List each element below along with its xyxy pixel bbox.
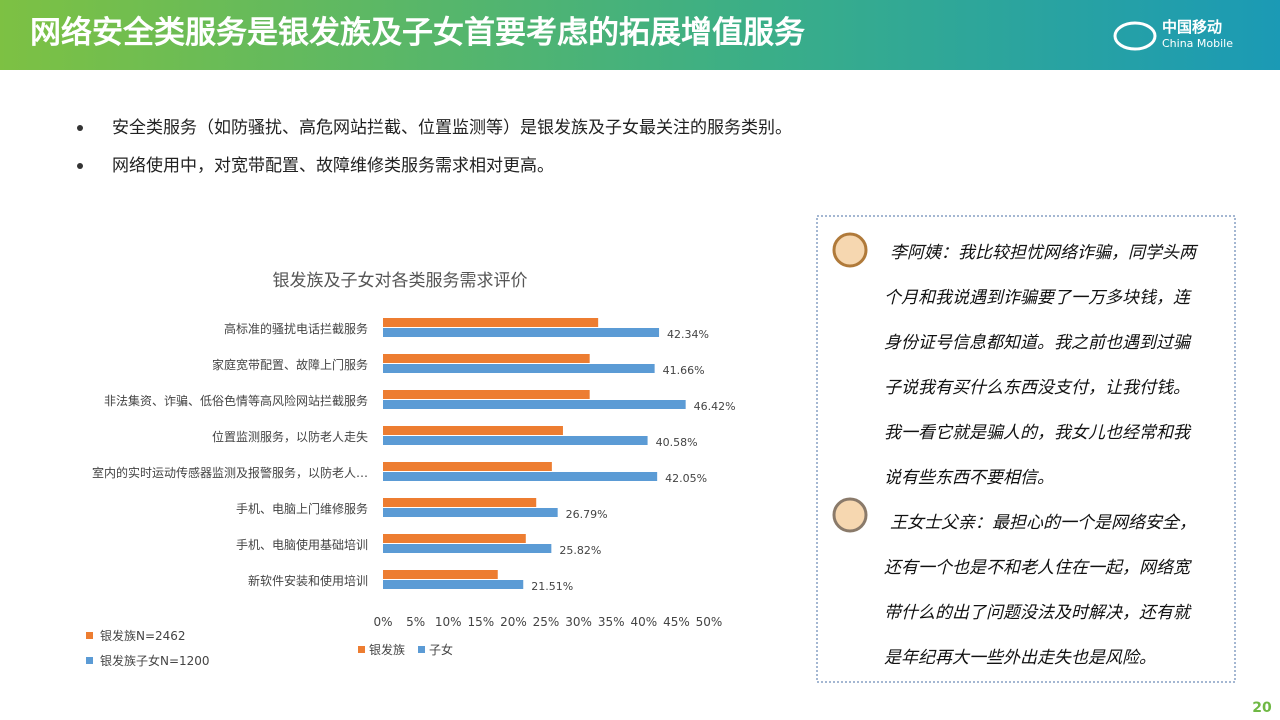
quote-line: 是年纪再大一些外出走失也是风险。 [884,648,1156,668]
bullet: 网络使用中，对宽带配置、故障维修类服务需求相对更高。 [112,155,554,176]
bullet-dot [77,125,83,131]
bar [383,544,552,553]
header-bar [0,0,1280,70]
x-tick-label: 0% [373,615,392,629]
legend-swatch [358,646,365,653]
category-label: 非法集资、诈骗、低俗色情等高风险网站拦截服务 [104,393,368,408]
x-tick-label: 40% [630,615,657,629]
note-swatch [86,657,93,664]
legend-swatch [418,646,425,653]
logo-en: China Mobile [1162,37,1233,50]
x-tick-label: 10% [435,615,462,629]
category-label: 位置监测服务，以防老人走失 [212,429,368,444]
x-tick-label: 35% [598,615,625,629]
legend-label: 银发族 [369,642,405,657]
category-label: 家庭宽带配置、故障上门服务 [212,357,368,372]
value-label: 46.42% [694,400,736,413]
value-label: 26.79% [566,508,608,521]
value-label: 42.34% [667,328,709,341]
bar [383,498,537,507]
slide-title: 网络安全类服务是银发族及子女首要考虑的拓展增值服务 [30,15,805,51]
bar [383,364,655,373]
bar [383,318,599,327]
page-number: 20 [1252,700,1272,716]
bar [383,328,660,337]
bar [383,354,590,363]
value-label: 25.82% [559,544,601,557]
chart-title: 银发族及子女对各类服务需求评价 [273,271,528,291]
category-label: 室内的实时运动传感器监测及报警服务，以防老人… [92,465,368,480]
bar [383,472,658,481]
quote-line: 个月和我说遇到诈骗要了一万多块钱，连 [884,288,1192,308]
quote-line: 说有些东西不要相信。 [884,468,1054,488]
quote-line: 我一看它就是骗人的，我女儿也经常和我 [884,423,1192,443]
x-tick-label: 30% [565,615,592,629]
bar [383,508,558,517]
category-label: 手机、电脑使用基础培训 [236,537,368,552]
x-tick-label: 5% [406,615,425,629]
bar [383,462,552,471]
x-tick-label: 20% [500,615,527,629]
sample-note: 银发族N=2462 [100,628,186,643]
logo-cn: 中国移动 [1162,18,1222,36]
bar [383,400,686,409]
bar [383,580,524,589]
value-label: 21.51% [531,580,573,593]
quote-line: 子说我有买什么东西没支付，让我付钱。 [884,378,1190,398]
sample-note: 银发族子女N=1200 [100,653,210,668]
avatar [832,232,868,268]
quote-line: 身份证号信息都知道。我之前也遇到过骗 [884,333,1192,353]
bullet-dot [77,163,83,169]
value-label: 41.66% [663,364,705,377]
note-swatch [86,632,93,639]
x-tick-label: 45% [663,615,690,629]
bar [383,390,590,399]
category-label: 手机、电脑上门维修服务 [236,501,368,516]
quote-line: 带什么的出了问题没法及时解决，还有就 [884,603,1192,623]
chart: 高标准的骚扰电话拦截服务 42.34% 家庭宽带配置、故障上门服务 41.66% 非法集… [92,318,736,657]
bar [383,534,526,543]
bar [383,436,648,445]
bullet: 安全类服务（如防骚扰、高危网站拦截、位置监测等）是银发族及子女最关注的服务类别。 [112,118,792,138]
quotes: 李阿姨：我比较担忧网络诈骗，同学头两个月和我说遇到诈骗要了一万多块钱，连身份证号… [884,243,1199,668]
legend-label: 子女 [429,642,453,657]
logo-icon [1113,21,1157,51]
quote-box [816,215,1236,683]
x-tick-label: 15% [467,615,494,629]
avatar [832,497,868,533]
quote-line: 还有一个也是不和老人住在一起，网络宽 [884,558,1192,578]
x-tick-label: 50% [696,615,723,629]
bar [383,426,563,435]
category-label: 高标准的骚扰电话拦截服务 [224,321,368,336]
quote-line: 李阿姨：我比较担忧网络诈骗，同学头两 [890,243,1199,263]
category-label: 新软件安装和使用培训 [248,573,368,588]
value-label: 40.58% [656,436,698,449]
bar [383,570,498,579]
x-tick-label: 25% [533,615,560,629]
quote-line: 王女士父亲：最担心的一个是网络安全， [890,513,1196,533]
value-label: 42.05% [665,472,707,485]
